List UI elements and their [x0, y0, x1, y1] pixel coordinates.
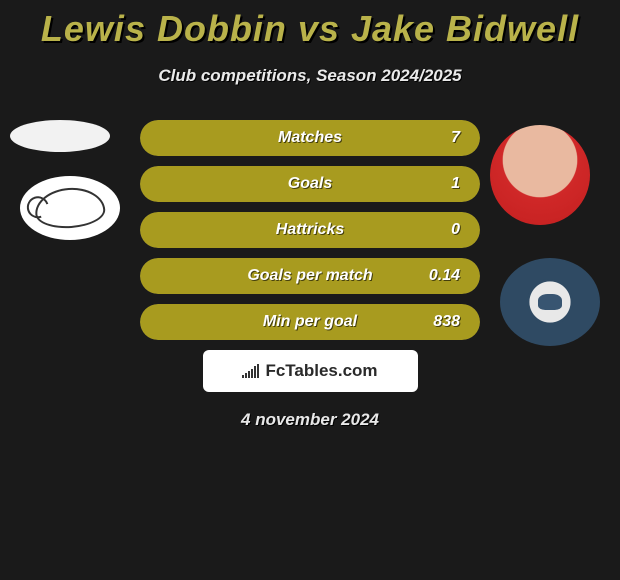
- season-subtitle: Club competitions, Season 2024/2025: [0, 66, 620, 86]
- elephant-icon: [538, 294, 562, 310]
- stat-label: Hattricks: [276, 221, 344, 239]
- stat-right-value: 0: [420, 221, 460, 239]
- stat-right-value: 1: [420, 175, 460, 193]
- stat-label: Goals per match: [247, 267, 372, 285]
- player1-photo-placeholder: [10, 120, 110, 152]
- stat-label: Matches: [278, 129, 342, 147]
- player2-club-crest: [500, 258, 600, 346]
- brand-text: FcTables.com: [265, 361, 377, 381]
- stat-label: Min per goal: [263, 313, 357, 331]
- comparison-title: Lewis Dobbin vs Jake Bidwell: [0, 0, 620, 50]
- stat-right-value: 7: [420, 129, 460, 147]
- card-root: Lewis Dobbin vs Jake Bidwell Club compet…: [0, 0, 620, 580]
- stat-label: Goals: [288, 175, 332, 193]
- stat-row: Hattricks 0: [140, 212, 480, 248]
- stat-row: Goals 1: [140, 166, 480, 202]
- stats-column: Matches 7 Goals 1 Hattricks 0 Goals per match 0…: [140, 120, 480, 430]
- brand-badge[interactable]: FcTables.com: [203, 350, 418, 392]
- snapshot-date: 4 november 2024: [140, 410, 480, 430]
- bars-icon: [242, 364, 259, 378]
- ram-icon: [34, 186, 107, 231]
- stat-right-value: 838: [420, 313, 460, 331]
- stat-row: Min per goal 838: [140, 304, 480, 340]
- stat-row: Matches 7: [140, 120, 480, 156]
- player1-club-crest: [20, 176, 120, 240]
- player2-photo: [490, 125, 590, 225]
- stat-row: Goals per match 0.14: [140, 258, 480, 294]
- stat-right-value: 0.14: [420, 267, 460, 285]
